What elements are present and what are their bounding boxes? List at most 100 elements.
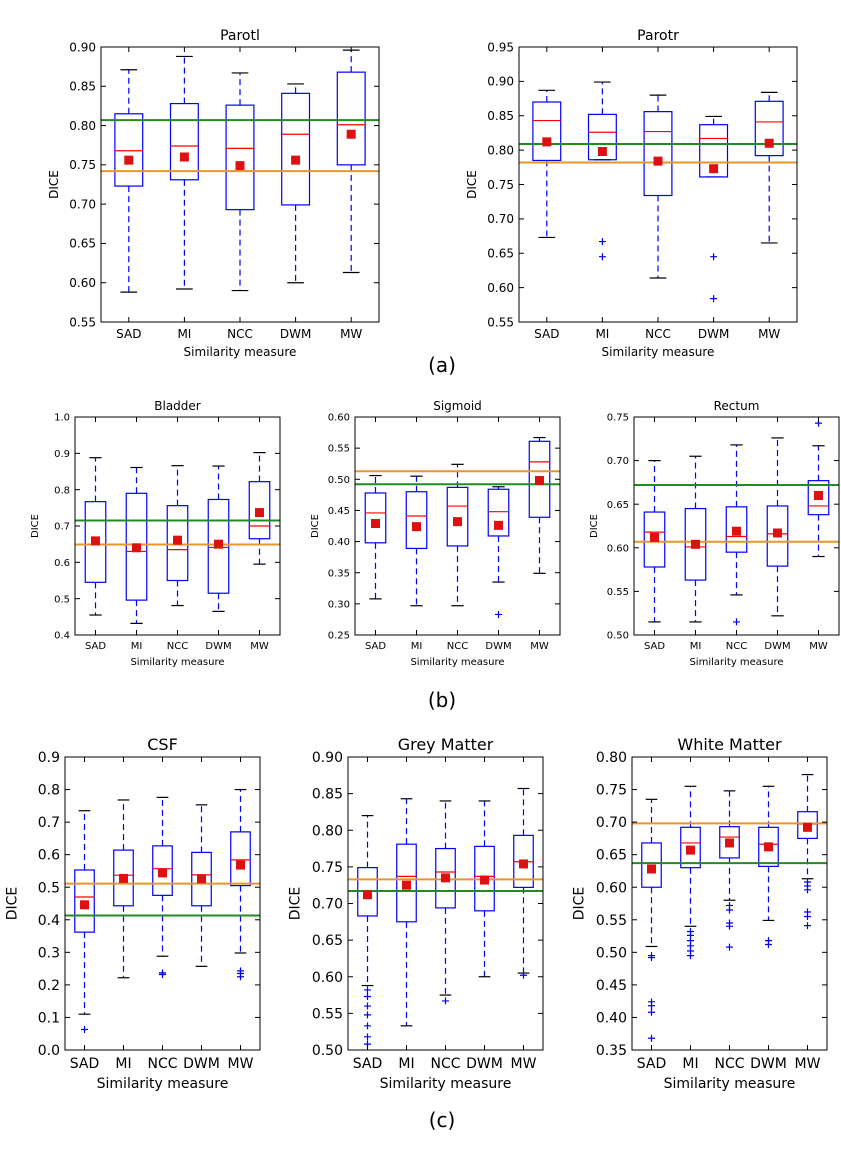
box-sad <box>364 474 387 600</box>
mean-marker <box>686 845 695 855</box>
mean-marker <box>80 900 89 910</box>
x-axis-label: Similarity measure <box>602 345 715 359</box>
y-tick-label: 0.90 <box>312 750 343 766</box>
box-mi <box>169 55 199 290</box>
mean-marker <box>764 842 773 852</box>
box-dwm <box>487 486 510 618</box>
box-dwm <box>758 785 779 949</box>
x-tick-label: MI <box>411 641 423 652</box>
box-dwm <box>474 800 495 978</box>
y-tick-label: 0.45 <box>596 978 627 994</box>
y-tick-label: 0.80 <box>596 750 627 766</box>
y-tick-label: 0.6 <box>38 848 60 864</box>
x-axis-label: Similarity measure <box>97 1076 229 1092</box>
mean-marker <box>814 490 823 500</box>
x-axis-label: Similarity measure <box>664 1076 796 1092</box>
x-tick-label: SAD <box>70 1056 100 1072</box>
y-tick-label: 0.60 <box>328 413 350 424</box>
x-tick-label: MI <box>690 641 702 652</box>
mean-marker <box>453 517 462 527</box>
chart-title: Parotl <box>220 28 260 44</box>
y-tick-label: 0.9 <box>54 449 70 460</box>
iqr-box <box>532 101 562 162</box>
x-axis-label: Similarity measure <box>380 1076 512 1092</box>
x-tick-label: MW <box>250 641 269 652</box>
outlier-marker <box>804 913 811 921</box>
chart-6: Grey Matter 0.50 0.55 0.60 0.65 0.70 0.75 0.80 0… <box>287 735 544 1092</box>
y-axis-label: DICE <box>47 170 61 199</box>
mean-marker <box>346 129 356 139</box>
iqr-box <box>680 826 701 869</box>
x-tick-label: SAD <box>644 641 665 652</box>
iqr-box <box>766 505 789 567</box>
chart-title: CSF <box>147 735 178 754</box>
box-ncc <box>435 800 456 1005</box>
outlier-marker <box>364 1002 371 1010</box>
box-ncc <box>725 444 748 626</box>
y-axis-label: DICE <box>589 514 600 538</box>
x-axis-label: Similarity measure <box>184 345 297 359</box>
y-tick-label: 0.40 <box>596 1010 627 1026</box>
mean-marker <box>773 528 782 538</box>
y-tick-label: 0.65 <box>312 933 343 949</box>
y-tick-label: 0.85 <box>312 787 343 803</box>
x-tick-label: SAD <box>365 641 386 652</box>
y-tick-label: 0.55 <box>607 587 629 598</box>
mean-marker <box>441 873 450 883</box>
x-tick-label: NCC <box>430 1056 460 1072</box>
box-mw <box>797 773 818 930</box>
mean-marker <box>732 526 741 536</box>
chart-0: Parotl 0.55 0.60 0.65 0.70 0.75 0.80 0.85 0.90 SA… <box>47 28 380 359</box>
x-tick-label: DWM <box>205 641 231 652</box>
y-tick-label: 0.85 <box>69 80 96 94</box>
outlier-marker <box>364 993 371 1001</box>
box-sad <box>84 457 107 616</box>
plot-frame <box>518 46 798 323</box>
box-ncc <box>446 463 469 607</box>
y-tick-label: 0.90 <box>69 40 96 54</box>
box-mi <box>684 455 707 623</box>
mean-marker <box>647 864 656 874</box>
chart-1: Parotr 0.55 0.60 0.65 0.70 0.75 0.80 0.85 0.90 0.… <box>465 28 798 359</box>
iqr-box <box>435 847 456 909</box>
iqr-box <box>719 826 740 859</box>
x-tick-label: MI <box>682 1056 698 1072</box>
iqr-box <box>125 492 148 601</box>
box-mi <box>587 81 617 261</box>
box-mw <box>528 436 551 574</box>
mean-marker <box>597 147 607 156</box>
chart-3: Sigmoid 0.25 0.30 0.35 0.40 0.45 0.50 0.55 0.60 S… <box>310 399 561 668</box>
outlier-marker <box>648 954 655 962</box>
outlier-marker <box>726 922 733 930</box>
box-dwm <box>699 115 729 303</box>
y-tick-label: 0.40 <box>328 537 350 548</box>
mean-marker <box>494 520 503 530</box>
y-tick-label: 0.85 <box>487 109 514 123</box>
y-tick-label: 0.2 <box>38 978 60 994</box>
y-axis-label: DICE <box>4 887 20 921</box>
y-tick-label: 0.50 <box>607 631 629 642</box>
box-ncc <box>225 72 255 292</box>
outlier-marker <box>687 952 694 960</box>
y-tick-label: 0.65 <box>487 247 514 261</box>
box-mw <box>230 788 251 981</box>
mean-marker <box>519 859 528 869</box>
iqr-box <box>207 498 230 594</box>
box-sad <box>357 814 378 1048</box>
y-tick-label: 0.65 <box>607 500 629 511</box>
mean-marker <box>235 161 245 171</box>
iqr-box <box>169 102 199 181</box>
outlier-marker <box>495 610 502 618</box>
y-tick-label: 0.70 <box>487 212 514 226</box>
x-tick-label: MI <box>177 327 191 341</box>
y-tick-label: 0.50 <box>596 945 627 961</box>
x-tick-label: DWM <box>466 1056 503 1072</box>
x-tick-label: MI <box>131 641 143 652</box>
y-tick-label: 0.55 <box>596 913 627 929</box>
outlier-marker <box>648 1008 655 1016</box>
outlier-marker <box>726 906 733 914</box>
outlier-marker <box>364 986 371 994</box>
y-tick-label: 0.8 <box>38 783 60 799</box>
iqr-box <box>446 486 469 547</box>
